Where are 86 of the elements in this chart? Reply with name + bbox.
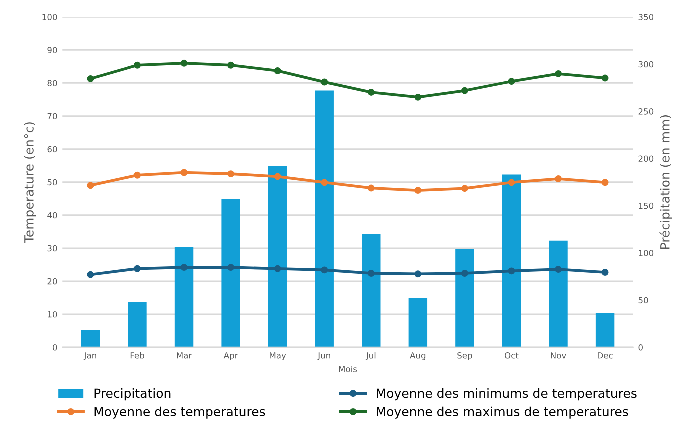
point xyxy=(87,75,94,82)
legend-label: Moyenne des maximus de temperatures xyxy=(377,406,628,419)
y-tick-label: 0 xyxy=(53,344,58,351)
point xyxy=(368,89,375,96)
y-tick-label: 40 xyxy=(48,212,58,219)
x-axis-title: Mois xyxy=(339,366,358,372)
point xyxy=(555,70,562,78)
x-tick-label: Dec xyxy=(598,352,613,359)
legend-label: Precipitation xyxy=(94,388,171,401)
bar xyxy=(268,166,288,348)
point xyxy=(87,271,94,278)
x-tick-label: Jan xyxy=(84,352,96,360)
x-tick-label: Feb xyxy=(130,352,144,359)
y-tick-label: 80 xyxy=(48,80,58,87)
point xyxy=(274,173,282,180)
y2-tick-label: 250 xyxy=(638,108,654,115)
x-tick-label: Nov xyxy=(551,352,566,359)
point xyxy=(134,172,141,179)
point xyxy=(368,270,375,277)
y-tick-label: 60 xyxy=(48,146,58,153)
point xyxy=(134,62,141,69)
point xyxy=(180,264,188,272)
y2-tick-label: 300 xyxy=(638,61,654,68)
y-tick-label: 100 xyxy=(42,14,58,20)
point xyxy=(228,170,235,178)
y-tick-label: 10 xyxy=(48,311,58,318)
bar xyxy=(502,174,522,348)
point xyxy=(508,268,516,275)
point xyxy=(555,266,562,274)
point xyxy=(461,87,468,94)
point xyxy=(228,264,235,272)
point xyxy=(461,185,468,192)
y2-tick-label: 350 xyxy=(638,14,654,20)
y2-tick-label: 0 xyxy=(638,344,643,351)
y-tick-label: 90 xyxy=(48,47,58,54)
point xyxy=(555,176,562,182)
bar xyxy=(549,240,568,348)
y2-tick-label: 100 xyxy=(639,250,654,256)
x-tick-label: Oct xyxy=(504,352,519,359)
x-tick-label: Apr xyxy=(224,352,238,360)
x-tick-label: Jun xyxy=(318,352,330,360)
point xyxy=(274,265,282,272)
point xyxy=(508,179,516,186)
y2-tick-label: 150 xyxy=(639,202,654,210)
legend-label: Moyenne des temperatures xyxy=(94,406,266,419)
point xyxy=(414,187,422,194)
x-tick-label: Mar xyxy=(177,352,192,359)
point xyxy=(228,62,235,69)
x-tick-label: May xyxy=(270,352,286,360)
point xyxy=(87,182,94,190)
point xyxy=(602,179,609,186)
bar xyxy=(81,330,100,348)
bar xyxy=(222,199,240,348)
x-tick-label: Sep xyxy=(458,352,472,360)
point xyxy=(321,266,328,274)
point xyxy=(180,169,188,176)
point xyxy=(180,60,188,67)
point xyxy=(414,270,422,278)
y-tick-label: 50 xyxy=(48,179,58,186)
bar xyxy=(408,298,428,348)
bar xyxy=(596,314,615,348)
point xyxy=(368,184,375,192)
x-tick-label: Jul xyxy=(366,352,376,360)
point xyxy=(508,78,516,86)
x-tick-label: Aug xyxy=(410,352,426,360)
y2-axis-title: Précipitation (en mm) xyxy=(660,116,672,249)
point xyxy=(414,94,422,101)
y2-tick-label: 200 xyxy=(638,156,654,162)
bar xyxy=(456,249,474,348)
bar xyxy=(174,247,194,348)
y-axis-title: Temperature (en°c) xyxy=(24,122,36,244)
point xyxy=(602,74,609,82)
y-tick-label: 30 xyxy=(48,245,58,252)
legend-label: Moyenne des minimums de temperatures xyxy=(377,388,637,401)
point xyxy=(461,270,468,277)
y-tick-label: 20 xyxy=(48,278,58,285)
point xyxy=(134,265,141,272)
y-tick-label: 70 xyxy=(48,113,58,120)
bar xyxy=(315,90,334,348)
point xyxy=(602,269,609,276)
point xyxy=(274,68,282,74)
point xyxy=(321,179,328,186)
y2-tick-label: 50 xyxy=(638,297,648,304)
point xyxy=(321,78,328,86)
bar xyxy=(128,302,147,348)
bar xyxy=(362,234,381,348)
